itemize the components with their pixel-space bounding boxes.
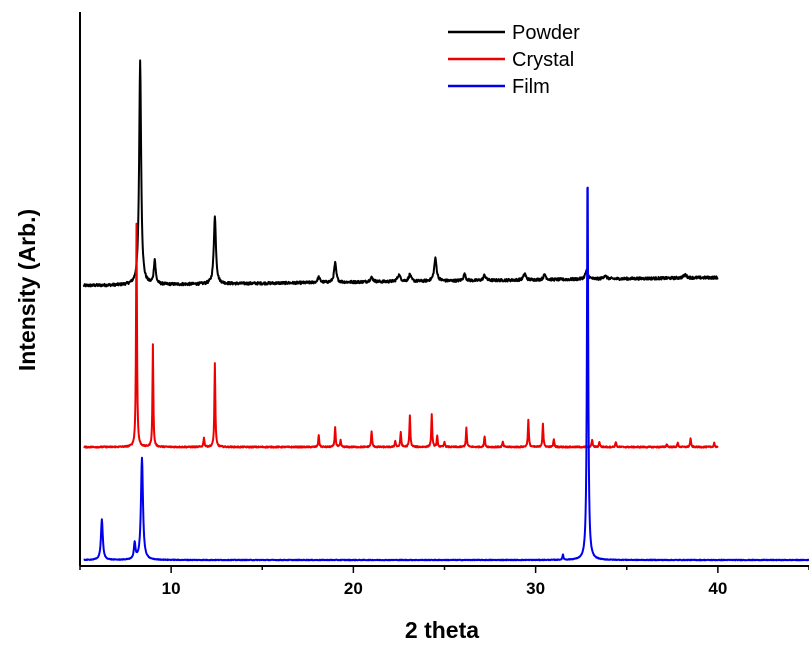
legend-item-crystal: Crystal: [448, 49, 574, 71]
series-line-powder: [82, 59, 719, 288]
legend-label: Powder: [512, 22, 580, 44]
legend-label: Crystal: [512, 49, 574, 71]
series-line-film: [83, 186, 809, 562]
series-line-crystal: [83, 222, 719, 449]
x-tick-label: 30: [526, 579, 545, 598]
x-ticks: 10 20 30 40: [79, 566, 809, 598]
legend-item-powder: Powder: [448, 22, 580, 44]
x-tick-label: 10: [162, 579, 181, 598]
legend-item-film: Film: [448, 76, 550, 98]
series-layer: [82, 59, 809, 562]
y-axis-label: Intensity (Arb.): [14, 209, 40, 371]
legend-label: Film: [512, 76, 550, 98]
legend: Powder Crystal Film: [448, 22, 580, 98]
axes: [79, 12, 809, 567]
x-tick-label: 20: [344, 579, 363, 598]
x-tick-label: 40: [708, 579, 727, 598]
x-axis-label: 2 theta: [405, 617, 479, 643]
